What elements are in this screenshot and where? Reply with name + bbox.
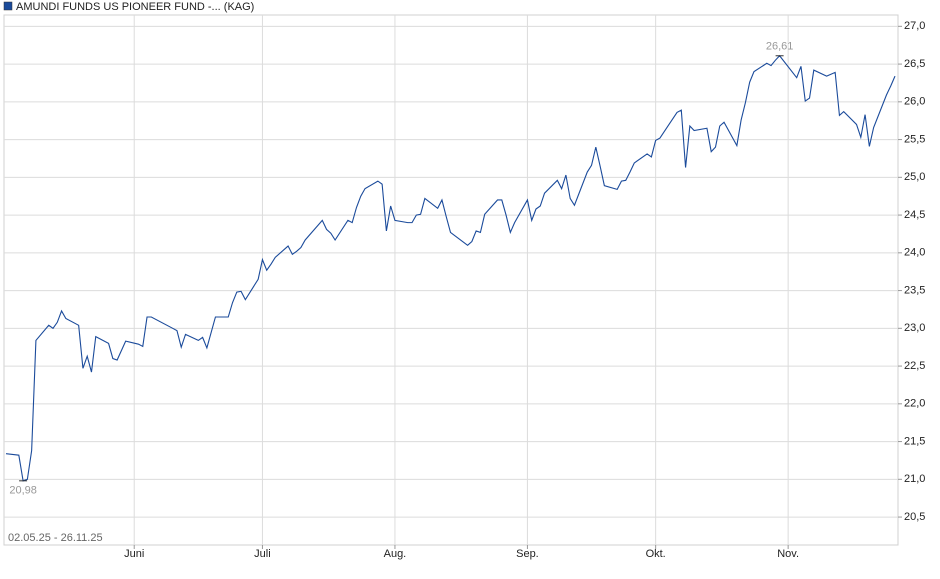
y-tick-label: 27,0 [904,20,925,32]
x-tick-label: Sep. [516,548,539,560]
legend-swatch [3,1,13,11]
y-tick-label: 22,0 [904,398,925,410]
y-tick-label: 20,5 [904,511,925,523]
x-tick-label: Juli [254,548,271,560]
y-tick-label: 21,5 [904,435,925,447]
y-tick-label: 25,5 [904,133,925,145]
y-tick-label: 21,0 [904,473,925,485]
y-tick-label: 26,5 [904,58,925,70]
x-tick-label: Okt. [646,548,666,560]
y-tick-label: 26,0 [904,96,925,108]
plot-area [3,14,899,546]
x-tick-label: Juni [124,548,144,560]
max-label: 26,61 [766,41,794,53]
y-tick-label: 24,5 [904,209,925,221]
y-tick-label: 22,5 [904,360,925,372]
chart-title: AMUNDI FUNDS US PIONEER FUND -... (KAG) [16,1,254,13]
x-tick-label: Nov. [777,548,799,560]
y-tick-label: 24,0 [904,247,925,259]
y-tick-label: 23,5 [904,284,925,296]
y-tick-label: 23,0 [904,322,925,334]
y-tick-label: 25,0 [904,171,925,183]
price-line [5,54,896,482]
range-label: 02.05.25 - 26.11.25 [8,532,103,544]
x-tick-label: Aug. [384,548,407,560]
min-label: 20,98 [9,485,37,497]
